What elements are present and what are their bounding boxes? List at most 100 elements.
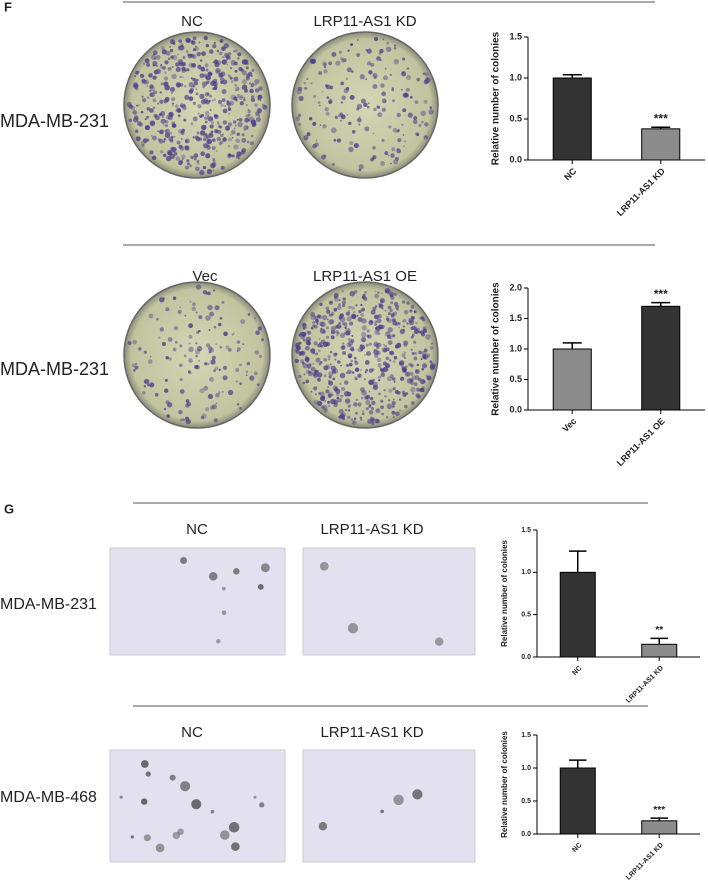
- colony: [177, 39, 181, 43]
- colony: [359, 73, 366, 80]
- colony: [347, 623, 359, 634]
- colony: [253, 371, 258, 376]
- colony: [138, 347, 142, 351]
- colony: [374, 290, 377, 293]
- colony: [314, 315, 319, 320]
- colony: [254, 78, 260, 85]
- colony: [410, 386, 416, 393]
- colony: [149, 92, 154, 97]
- colony: [156, 65, 158, 67]
- colony: [310, 311, 316, 317]
- colony: [351, 371, 355, 374]
- colony: [364, 126, 370, 132]
- colony: [302, 381, 306, 385]
- colony: [221, 59, 227, 65]
- colony: [201, 51, 206, 57]
- colony: [376, 357, 382, 363]
- colony: [318, 71, 323, 76]
- x-tick-label: Vec: [560, 416, 578, 434]
- colony: [165, 114, 171, 120]
- colony: [132, 110, 138, 115]
- colony: [351, 334, 354, 337]
- colony: [243, 98, 246, 102]
- colony: [429, 346, 434, 350]
- colony: [378, 392, 381, 396]
- colony: [188, 358, 193, 363]
- colony: [239, 382, 242, 385]
- colony: [245, 66, 249, 70]
- photo: [302, 749, 476, 863]
- colony: [204, 63, 209, 68]
- colony: [327, 393, 332, 398]
- colony: [299, 350, 304, 355]
- colony: [188, 346, 194, 353]
- colony: [189, 96, 194, 101]
- colony: [202, 138, 206, 142]
- colony: [341, 59, 345, 63]
- colony: [162, 66, 166, 70]
- colony: [392, 387, 396, 391]
- error-bar: [650, 637, 669, 645]
- colony: [310, 82, 313, 85]
- colony: [320, 344, 323, 348]
- colony: [224, 125, 231, 131]
- colony: [133, 369, 136, 372]
- colony: [419, 388, 424, 393]
- colony: [221, 46, 226, 51]
- colony: [218, 72, 224, 78]
- colony: [214, 366, 219, 371]
- colony: [219, 316, 223, 320]
- colony: [365, 343, 369, 347]
- colony: [418, 387, 424, 393]
- colony: [406, 322, 409, 325]
- colony: [335, 334, 339, 337]
- colony: [341, 300, 347, 305]
- colony: [191, 306, 197, 312]
- colony: [155, 55, 161, 60]
- colony: [347, 369, 352, 375]
- colony: [360, 396, 364, 400]
- colony: [325, 84, 331, 90]
- colony: [203, 385, 209, 391]
- colony: [402, 145, 405, 148]
- colony: [338, 321, 341, 325]
- colony: [223, 365, 227, 370]
- colony: [202, 166, 207, 170]
- colony: [388, 399, 391, 402]
- colony: [200, 415, 205, 420]
- colony: [160, 63, 163, 66]
- colony: [311, 327, 314, 331]
- colony: [170, 55, 174, 59]
- colony: [414, 351, 417, 355]
- colony: [159, 327, 165, 332]
- colony: [233, 76, 239, 82]
- colony: [295, 116, 300, 121]
- colony: [225, 128, 229, 132]
- error-bar: [651, 126, 671, 129]
- colony: [142, 391, 146, 395]
- colony: [161, 342, 166, 346]
- colony: [208, 328, 211, 331]
- colony: [307, 370, 313, 377]
- colony: [393, 46, 397, 50]
- colony: [192, 302, 196, 307]
- colony: [209, 311, 214, 317]
- colony: [159, 99, 164, 104]
- colony: [234, 69, 237, 73]
- colony: [384, 344, 388, 348]
- colony: [357, 316, 363, 323]
- colony: [335, 388, 341, 394]
- colony: [135, 136, 141, 142]
- colony: [226, 100, 230, 103]
- colony: [176, 107, 181, 113]
- colony: [243, 96, 246, 100]
- colony: [304, 345, 310, 351]
- x-tick-label: LRP11-AS1 KD: [625, 665, 665, 705]
- colony: [328, 358, 331, 361]
- colony: [156, 318, 159, 321]
- colony: [222, 79, 228, 85]
- colony: [230, 80, 234, 84]
- colony: [196, 345, 203, 352]
- y-tick-label: 1.0: [521, 569, 531, 576]
- colony: [391, 88, 395, 92]
